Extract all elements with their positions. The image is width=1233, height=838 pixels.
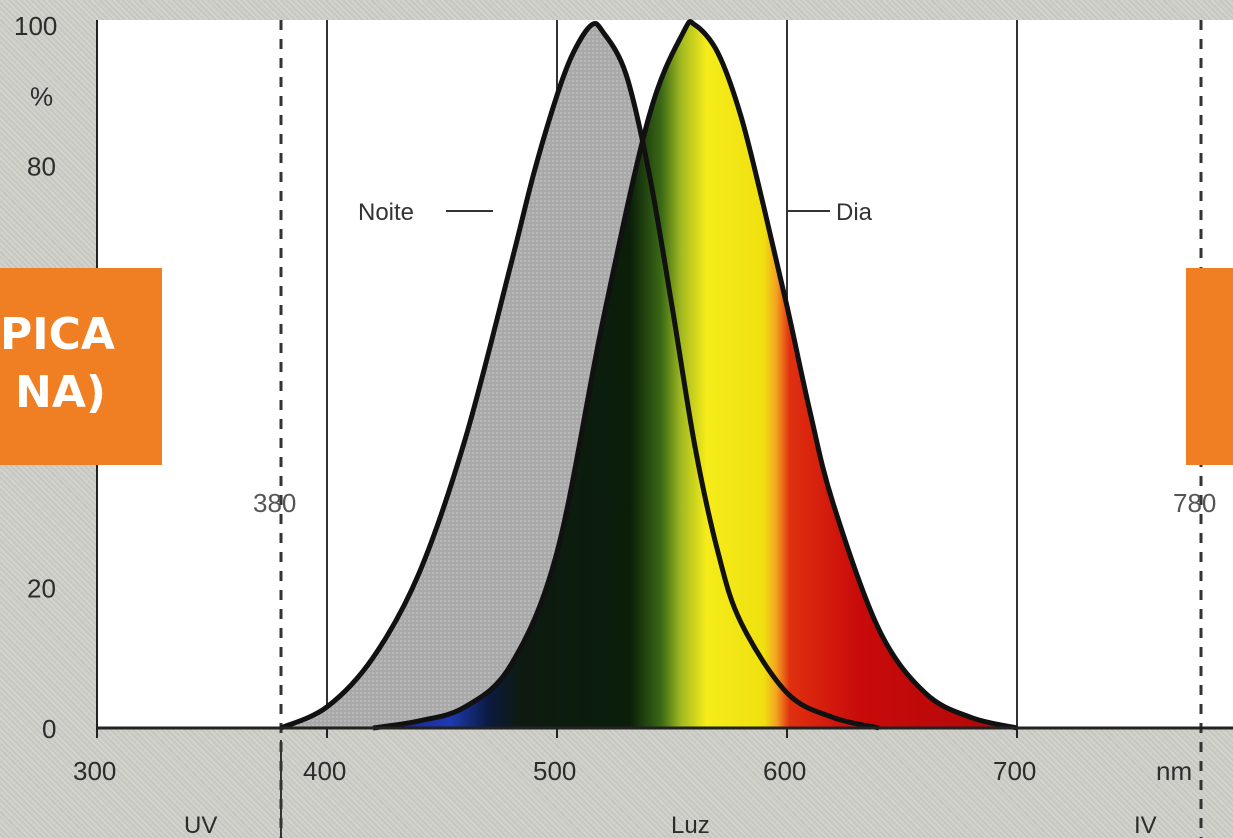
x-tick-label-700: 700 <box>993 756 1036 786</box>
orange-overlay-right <box>1186 268 1233 465</box>
curve-dia <box>372 18 1018 731</box>
band-label-uv: UV <box>184 812 217 838</box>
overlay-left-line2: NA) <box>15 367 106 418</box>
y-tick-label-20: 20 <box>27 573 56 603</box>
annotation-dia: Dia <box>836 199 873 226</box>
x-tick-label-400: 400 <box>303 756 346 786</box>
band-label-luz: Luz <box>671 812 710 838</box>
dashed-marker-label-380: 380 <box>253 488 296 518</box>
orange-overlay-left: PICA NA) <box>0 268 162 465</box>
annotation-noite: Noite <box>358 199 414 226</box>
x-unit-label: nm <box>1156 756 1192 786</box>
x-tick-label-300: 300 <box>73 756 116 786</box>
area-dia <box>373 21 1017 729</box>
x-tick-label-600: 600 <box>763 756 806 786</box>
dashed-marker-label-780: 780 <box>1173 488 1216 518</box>
area-noite <box>281 23 879 728</box>
y-unit-label: % <box>30 81 53 111</box>
overlay-left-line1: PICA <box>0 309 115 360</box>
y-tick-label-100: 100 <box>14 11 57 41</box>
band-label-iv: IV <box>1134 812 1157 838</box>
y-tick-label-0: 0 <box>42 714 56 744</box>
curve-noite <box>279 20 880 731</box>
x-tick-label-500: 500 <box>533 756 576 786</box>
y-tick-label-80: 80 <box>27 152 56 182</box>
